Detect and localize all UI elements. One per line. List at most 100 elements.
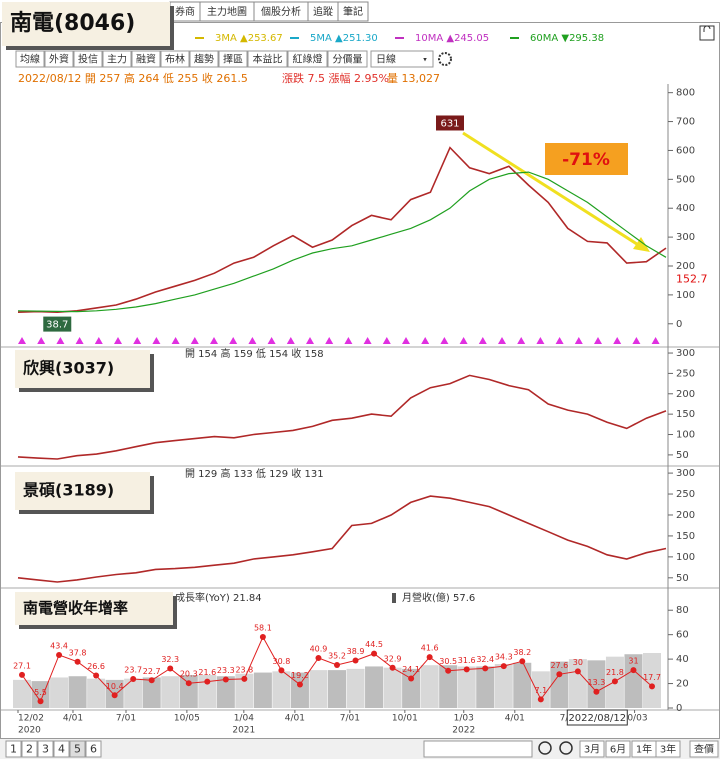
toolbar-button[interactable] [218,50,248,68]
page-tab[interactable] [69,740,86,758]
revenue-bar [513,662,532,708]
y-tick-label: 0 [676,703,682,714]
panel-title-box [15,472,150,510]
yoy-point [19,671,25,678]
yoy-point [148,677,155,684]
revenue-bar [253,672,272,708]
revenue-bar [142,677,161,708]
page-tab[interactable] [37,740,54,758]
revenue-bar [587,660,606,708]
yoy-label: 21.8 [606,668,624,677]
yoy-label: 34.3 [495,653,513,662]
signal-marker [344,337,353,344]
toolbar-button[interactable] [131,50,161,68]
lock-icon[interactable] [699,25,715,41]
scrollbar[interactable] [423,740,533,758]
yoy-label: 35.2 [328,651,346,660]
callout-box [545,143,628,175]
yoy-point [426,654,433,661]
y-tick-label: 700 [676,117,695,128]
x-tick-label: 10/01 [392,714,418,724]
y-tick-label: 80 [676,605,689,616]
page-tab-label: 4 [58,743,65,756]
toolbar-button[interactable] [73,50,103,68]
toolbar-button[interactable] [247,50,288,68]
y-tick-label: 250 [676,368,695,379]
x-year-label: 2020 [18,726,41,736]
menu-tab[interactable] [337,1,369,22]
yoy-point [500,663,507,670]
toolbar-label: 融資 [136,54,156,66]
x-tick-label: 1/04 [234,714,254,724]
y-tick-label: 0 [676,319,682,330]
toolbar-button[interactable] [160,50,190,68]
quote-info: 量 13,027 [387,72,440,85]
panel-title-box [15,350,150,388]
range-button[interactable] [605,740,631,758]
page-tab-label: 2 [26,743,33,756]
toolbar-button[interactable] [287,50,328,68]
revenue-bar [476,666,495,708]
annotation-label: 38.7 [46,320,68,331]
yoy-point [296,681,303,688]
x-tick-label: 4/01 [63,714,83,724]
callout: -71% [562,150,610,170]
page-tab[interactable] [21,740,38,758]
quote-info: 開 154 高 159 低 154 收 158 [185,347,324,360]
y-tick-label: 300 [676,232,695,243]
zoom-in[interactable] [559,741,573,755]
zoom-out[interactable] [538,741,552,755]
page-tab[interactable] [85,740,102,758]
signal-marker [613,337,622,344]
yoy-point [556,671,563,678]
revenue-bar [457,666,476,708]
yoy-label: 17.7 [643,673,661,682]
toolbar-button[interactable] [327,50,368,68]
yoy-label: 37.8 [69,648,87,657]
settings-icon[interactable] [438,52,452,66]
toolbar-button[interactable] [102,50,132,68]
signal-marker [632,337,641,344]
legend-label: 5MA ▲251.30 [310,33,378,44]
legend-label: 60MA ▼295.38 [530,33,604,44]
page-tab[interactable] [5,740,22,758]
yoy-point [649,683,655,690]
y-tick-label: 800 [676,88,695,99]
yoy-point [204,678,211,685]
yoy-point [259,633,266,640]
legend-label: 3MA ▲253.67 [215,33,283,44]
revenue-bar [161,676,180,708]
yoy-point [37,698,44,705]
x-tick-label: 1/03 [454,714,474,724]
signal-marker [18,337,26,344]
y-tick-label: 60 [676,630,689,641]
menu-tab-label: 主力地圖 [207,5,247,18]
signal-marker [363,337,372,344]
yoy-label: 19.2 [291,671,309,680]
page-tab[interactable] [53,740,70,758]
revenue-bar [13,679,31,708]
range-button[interactable] [689,740,719,758]
toolbar-button[interactable] [15,50,45,68]
signal-marker [574,337,583,344]
range-button[interactable] [655,740,681,758]
toolbar-button[interactable] [189,50,219,68]
revenue-bar [235,673,254,708]
yoy-point [463,666,470,673]
revenue-bar [365,666,384,708]
legend-label: 成長率(YoY) 21.84 [175,591,262,604]
yoy-label: 24.1 [402,665,420,674]
yoy-label: 26.6 [87,662,105,671]
period-select[interactable] [370,50,434,68]
annotation-label: 631 [440,118,459,129]
toolbar-button[interactable] [44,50,74,68]
revenue-bar [87,678,106,708]
revenue-bar [420,665,439,708]
revenue-bar [643,653,661,708]
signal-marker [56,337,65,344]
yoy-label: 30.8 [273,657,291,666]
revenue-bar [328,670,346,708]
range-button[interactable] [579,740,605,758]
signal-marker [210,337,218,344]
